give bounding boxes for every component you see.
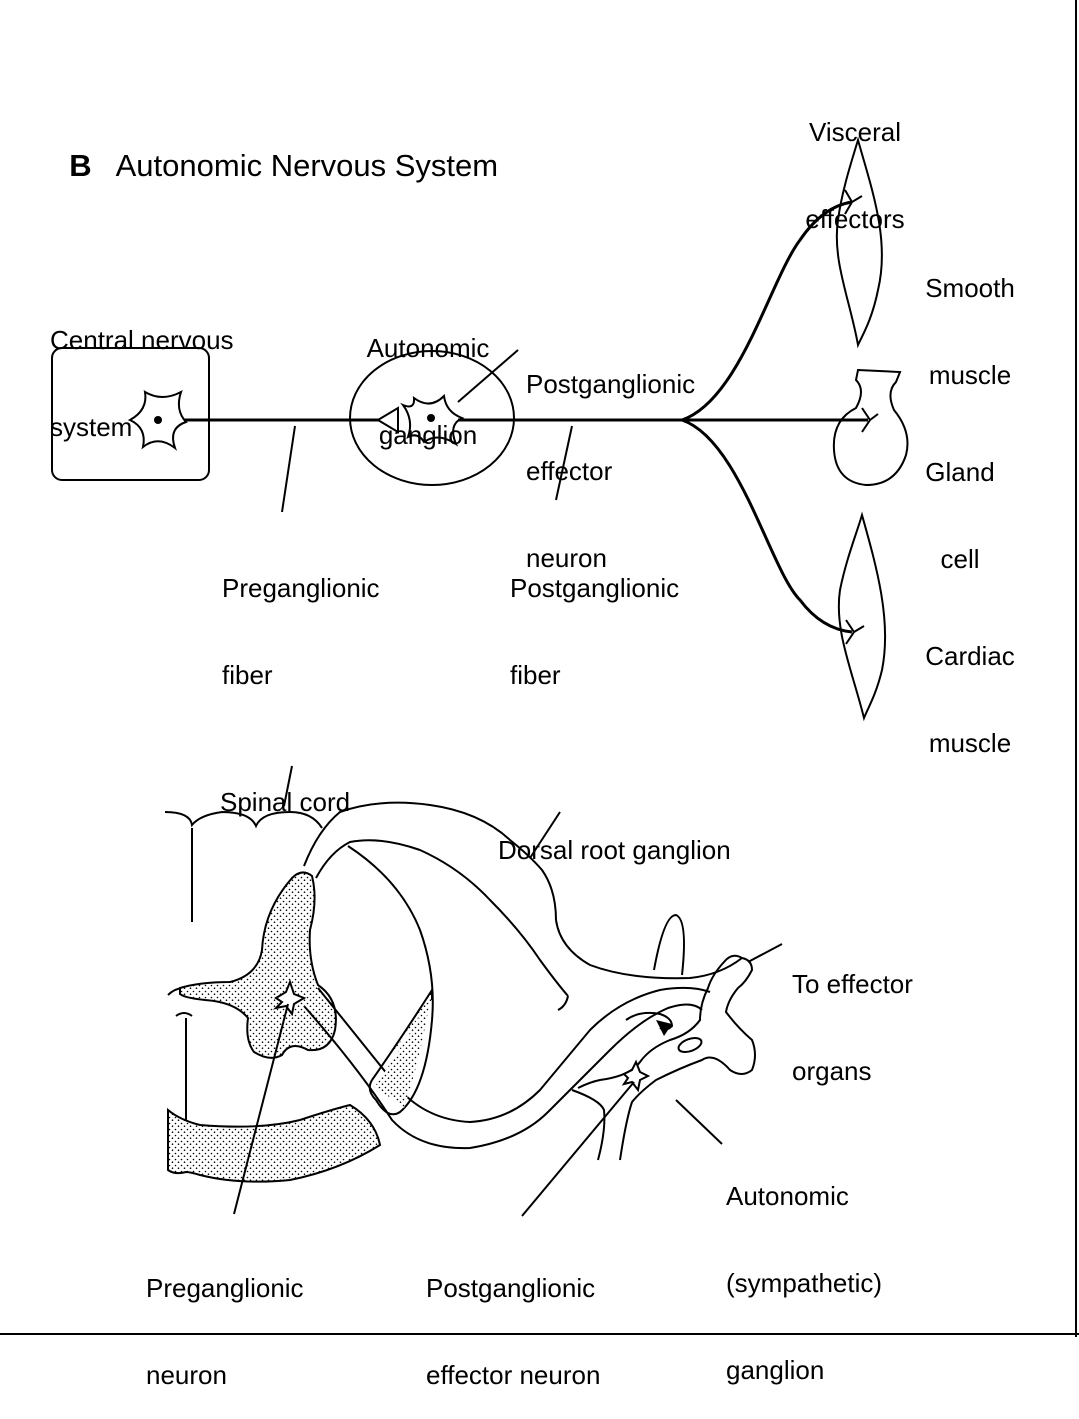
smooth-muscle-cell xyxy=(835,136,883,349)
gland-cell xyxy=(832,368,909,487)
dorsal-root xyxy=(303,801,743,997)
spinal-cord xyxy=(164,810,382,1183)
postganglionic-neuron-cell xyxy=(621,1059,651,1093)
spinal-cord-label: Spinal cord xyxy=(220,787,351,817)
autonomic-ganglion-leader xyxy=(675,1099,723,1145)
figure-letter: B xyxy=(69,148,92,183)
postganglionic-effector-neuron-label: Postganglionic effector neuron xyxy=(426,1273,601,1390)
cardiac-muscle-cell xyxy=(837,511,887,722)
figure-title: B Autonomic Nervous System xyxy=(52,112,498,184)
dorsal-root-ganglion-label: Dorsal root ganglion xyxy=(498,835,731,865)
cns-neuron-body xyxy=(127,389,188,451)
cardiac-muscle-label: Cardiac muscle xyxy=(925,641,1015,758)
frame-right-edge xyxy=(1075,0,1077,1337)
frame-bottom-edge xyxy=(0,1333,1079,1335)
smooth-muscle-label: Smooth muscle xyxy=(925,273,1015,390)
preganglionic-fiber-leader xyxy=(281,425,296,513)
preganglionic-neuron-label: Preganglionic neuron xyxy=(146,1273,304,1390)
cns-box xyxy=(51,347,210,481)
spinal-cord-leader xyxy=(283,765,293,807)
spinal-nerve-loop xyxy=(303,845,711,1150)
preganglionic-neuron-cell xyxy=(272,979,307,1017)
sympathetic-chain xyxy=(571,913,783,1161)
preganglionic-neuron-leader xyxy=(233,1003,289,1215)
to-effector-organs-label: To effector organs xyxy=(792,969,913,1086)
visceral-effectors-label: Visceral effectors xyxy=(805,117,905,234)
postganglionic-effector-neuron-leader xyxy=(521,1081,635,1217)
autonomic-sympathetic-ganglion-label: Autonomic (sympathetic) ganglion xyxy=(726,1181,883,1385)
dorsal-root-ganglion-leader xyxy=(529,811,561,859)
autonomic-ganglion-circle xyxy=(349,350,515,486)
synapse-terminal xyxy=(376,406,399,434)
postganglionic-fiber-leader xyxy=(555,425,573,501)
cns-label: Central nervous system xyxy=(50,325,234,442)
figure-title-text: Autonomic Nervous System xyxy=(115,148,499,183)
postganglionic-neuron-leader xyxy=(457,349,519,403)
autonomic-nervous-system-figure xyxy=(51,136,909,1217)
postganglionic-fiber-line xyxy=(458,200,868,634)
preganglionic-fiber-label: Preganglionic fiber xyxy=(222,573,380,690)
postganglionic-neuron-label: Postganglionic effector neuron xyxy=(526,369,696,573)
gland-cell-label: Gland cell xyxy=(925,457,995,574)
ganglion-neuron-body xyxy=(400,393,465,447)
gray-matter-lateral-horn xyxy=(179,871,337,1059)
ganglion-label: Autonomic ganglion xyxy=(366,333,490,450)
postganglionic-fiber-label: Postganglionic fiber xyxy=(510,573,680,690)
